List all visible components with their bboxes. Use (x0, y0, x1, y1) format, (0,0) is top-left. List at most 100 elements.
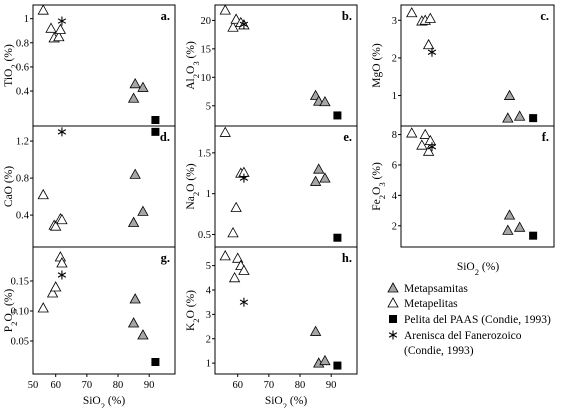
y-tick-label: 1 (24, 14, 29, 25)
x-axis-label: SiO2 (%) (265, 395, 308, 408)
point-arenisca (239, 297, 249, 307)
point-pelita (529, 114, 538, 123)
y-axis-label: MgO (%) (371, 43, 383, 88)
y-tick-label: 6 (392, 160, 397, 171)
legend-label: Arenisca del Fanerozoico (404, 330, 522, 342)
y-tick-label: 0.5 (198, 230, 211, 241)
point-metapelitas (232, 252, 244, 263)
point-arenisca (239, 173, 249, 183)
y-tick-label: 10 (201, 73, 212, 84)
legend-label: Metapelitas (404, 298, 458, 310)
point-metapelitas (37, 4, 49, 15)
point-metapsamitas (513, 110, 526, 121)
y-tick-label: 0.8 (16, 38, 29, 49)
point-metapsamitas (129, 168, 141, 179)
panel-frame (400, 125, 555, 248)
point-pelita (151, 116, 160, 124)
point-metapsamitas (319, 354, 331, 366)
y-tick-label: 2 (392, 221, 397, 232)
point-metapsamitas (513, 221, 526, 232)
point-metapsamitas (502, 224, 514, 235)
y-tick-label: 0.10 (11, 307, 29, 318)
point-metapelitas (422, 145, 435, 156)
legend-white-triangle-icon (387, 297, 399, 308)
y-tick-label: 1 (392, 91, 397, 102)
panel-frame (32, 4, 176, 127)
point-metapelitas (416, 139, 428, 150)
point-arenisca (427, 47, 437, 57)
y-tick-label: 4 (392, 191, 398, 202)
panel-label: c. (540, 9, 549, 23)
point-metapsamitas (309, 325, 322, 336)
y-tick-label: 0.6 (16, 62, 29, 73)
point-metapsamitas (503, 89, 516, 100)
point-metapelitas (50, 220, 62, 231)
x-tick-label: 70 (264, 380, 275, 391)
panel-e: 0.5 1 1.5 Na2O (%) e. (185, 125, 358, 248)
point-metapelitas (424, 134, 436, 146)
y-tick-label: 0.4 (16, 211, 30, 222)
point-pelita (333, 361, 342, 370)
y-tick-label: 4 (206, 286, 212, 297)
x-tick-label: 90 (326, 380, 337, 391)
y-axis-label: Al2O3 (%) (185, 41, 201, 90)
x-tick-label: 80 (295, 380, 306, 391)
point-metapsamitas (129, 293, 141, 304)
point-metapelitas (422, 38, 435, 50)
panel-frame (214, 246, 358, 375)
y-axis-label: Na2O (%) (185, 163, 201, 209)
legend-item: Metapsamitas (387, 282, 468, 295)
point-metapelitas (219, 250, 231, 261)
point-metapsamitas (127, 317, 140, 328)
point-metapelitas (45, 22, 57, 33)
point-metapelitas (46, 287, 59, 298)
point-metapelitas (227, 227, 239, 238)
point-metapsamitas (137, 329, 149, 340)
panel-label: a. (161, 9, 170, 23)
point-metapelitas (406, 6, 418, 18)
panel-label: e. (343, 130, 352, 144)
y-tick-label: 0.4 (16, 87, 30, 98)
point-metapsamitas (309, 175, 322, 186)
point-arenisca (239, 19, 249, 29)
point-metapsamitas (503, 209, 516, 220)
legend-item: (Condie, 1993) (404, 345, 474, 357)
y-tick-label: 0.8 (16, 174, 29, 185)
x-tick-label: 60 (50, 380, 61, 391)
y-axis-label: Fe2O3 (%) (371, 162, 387, 211)
panel-label: g. (161, 251, 170, 265)
y-axis-label: P2O5 (%) (3, 289, 19, 333)
x-tick-label: 70 (82, 380, 93, 391)
panel-h: 1 2 3 4 5 60 70 80 90 K2O (%) SiO2 (%) h. (185, 246, 358, 408)
panel-b: 5 10 15 20 Al2O3 (%) b. (185, 4, 358, 127)
y-tick-label: 3 (206, 310, 211, 321)
point-metapelitas (56, 257, 68, 268)
panel-a: 0.4 0.6 0.8 1 TiO2 (%) a. (3, 4, 176, 127)
point-metapsamitas (127, 92, 140, 103)
y-tick-label: 20 (201, 16, 212, 27)
panel-d: 0.4 0.8 1.2 CaO (%) d. (3, 125, 176, 248)
panel-frame (32, 246, 176, 375)
legend-asterisk-icon (388, 330, 398, 340)
y-axis-label: CaO (%) (3, 166, 15, 207)
panel-f: 2 4 6 8 Fe2O3 (%) f. (371, 125, 555, 248)
legend-item: Pelita del PAAS (Condie, 1993) (389, 314, 551, 326)
y-tick-label: 1 (206, 189, 211, 200)
point-pelita (333, 111, 342, 120)
x-tick-label: 50 (28, 380, 39, 391)
y-tick-label: 0.05 (11, 337, 29, 348)
point-metapsamitas (319, 172, 331, 183)
point-metapelitas (54, 251, 67, 262)
point-metapelitas (219, 126, 231, 137)
point-metapsamitas (319, 95, 331, 107)
y-tick-label: 5 (206, 101, 211, 112)
x-tick-label: 60 (232, 380, 243, 391)
y-tick-label: 5 (206, 261, 211, 272)
y-tick-label: 1.2 (16, 137, 29, 148)
point-pelita (333, 233, 342, 242)
point-metapsamitas (129, 77, 141, 89)
panel-label: d. (160, 130, 170, 144)
y-tick-label: 2 (392, 53, 397, 64)
y-tick-label: 3 (392, 16, 397, 27)
